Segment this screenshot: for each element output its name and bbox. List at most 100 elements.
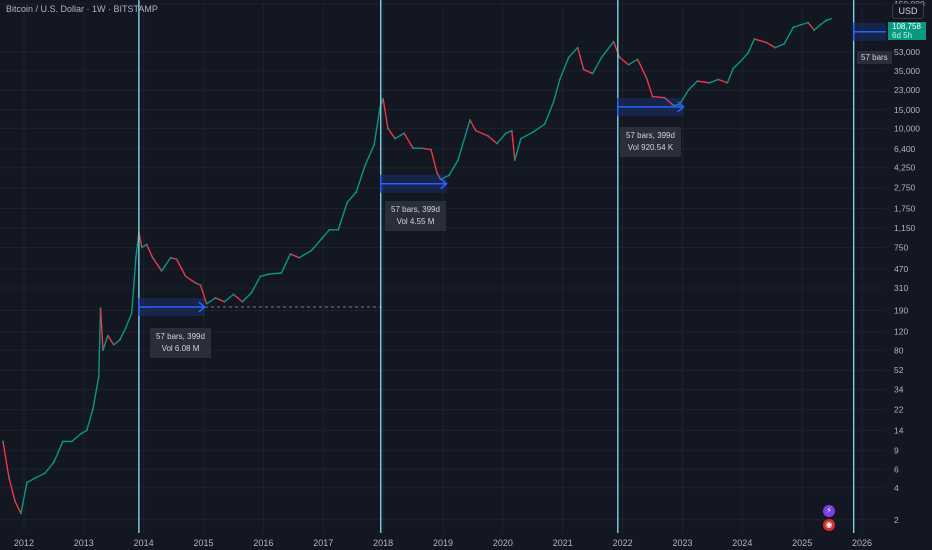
price-segment: [259, 273, 271, 278]
price-point: [687, 89, 690, 92]
price-segment: [80, 429, 88, 435]
measure-info-box: 57 bars, 399d Vol 4.55 M: [385, 201, 446, 231]
price-point: [140, 246, 143, 249]
measure-volume-text: Vol 4.55 M: [396, 217, 435, 226]
price-segment: [364, 144, 375, 166]
y-tick-label: 2,750: [894, 183, 916, 193]
price-point: [726, 81, 729, 84]
x-tick-label: 2022: [613, 538, 633, 548]
price-segment: [184, 275, 196, 284]
price-segment: [732, 60, 742, 70]
price-point: [627, 63, 630, 66]
price-segment: [298, 249, 312, 259]
price-point: [672, 104, 675, 107]
price-point: [469, 119, 471, 121]
price-segment: [511, 130, 516, 161]
y-axis: 150,00053,00035,00023,00015,00010,0006,4…: [894, 0, 925, 525]
measure-volume-text: Vol 920.54 K: [627, 143, 674, 152]
price-point: [193, 281, 196, 284]
price-point: [232, 293, 235, 296]
x-tick-label: 2014: [134, 538, 154, 548]
price-segment: [223, 293, 235, 303]
price-segment: [559, 56, 570, 81]
y-tick-label: 52: [894, 365, 904, 375]
price-point: [280, 272, 283, 274]
price-segment: [618, 56, 630, 66]
price-segment: [448, 159, 459, 177]
price-segment: [612, 41, 621, 59]
price-segment: [119, 327, 127, 341]
y-tick-label: 310: [894, 283, 908, 293]
price-point: [79, 432, 82, 435]
y-tick-label: 1,150: [894, 223, 916, 233]
price-point: [513, 159, 516, 162]
price-segment: [310, 238, 323, 252]
price-point: [394, 137, 397, 140]
x-tick-label: 2016: [253, 538, 273, 548]
price-segment: [774, 43, 785, 49]
price-point: [825, 19, 828, 22]
price-point: [99, 307, 102, 310]
y-tick-label: 80: [894, 345, 904, 355]
price-segment: [145, 243, 154, 259]
price-segment: [107, 334, 115, 346]
price-segment: [289, 253, 301, 259]
price-segment: [678, 89, 690, 106]
price-point: [130, 312, 133, 314]
price-segment: [544, 100, 555, 125]
price-point: [739, 60, 742, 63]
price-point: [582, 68, 585, 71]
price-segment: [280, 253, 292, 274]
price-point: [250, 291, 253, 294]
price-segment: [141, 243, 148, 249]
x-tick-label: 2017: [313, 538, 333, 548]
price-point: [289, 253, 292, 255]
price-point: [819, 24, 822, 26]
price-segment: [696, 80, 711, 84]
x-tick-label: 2026: [852, 538, 872, 548]
price-point: [259, 275, 262, 278]
x-tick-label: 2020: [493, 538, 513, 548]
price-point: [717, 78, 720, 81]
price-point: [85, 429, 88, 432]
price-segment: [819, 19, 827, 26]
price-point: [337, 228, 340, 231]
lightning-icon[interactable]: ⚡: [823, 505, 835, 517]
price-point: [2, 440, 4, 443]
price-segment: [576, 46, 585, 71]
price-segment: [687, 80, 699, 91]
price-point: [134, 256, 137, 259]
price-point: [567, 56, 570, 59]
price-segment: [268, 272, 283, 275]
price-segment: [553, 78, 561, 103]
price-segment: [568, 46, 579, 59]
price-point: [486, 134, 489, 137]
price-segment: [199, 284, 208, 305]
price-point: [184, 275, 187, 278]
x-tick-label: 2021: [553, 538, 573, 548]
price-segment: [113, 339, 121, 346]
price-point: [169, 256, 172, 259]
price-point: [320, 238, 323, 240]
flag-icon[interactable]: ◉: [823, 519, 835, 531]
price-point: [175, 258, 178, 261]
price-series: [2, 17, 832, 515]
price-segment: [421, 147, 432, 151]
price-point: [151, 256, 154, 259]
price-point: [475, 129, 477, 132]
bar-countdown: 6d 5h: [892, 31, 913, 40]
price-point: [328, 228, 331, 231]
price-point: [91, 408, 94, 411]
price-point: [747, 51, 750, 54]
y-tick-label: 9: [894, 446, 899, 456]
price-point: [26, 481, 28, 484]
price-segment: [320, 229, 330, 240]
price-point: [14, 500, 16, 503]
price-segment: [241, 292, 253, 303]
price-point: [310, 249, 313, 252]
x-tick-label: 2013: [74, 538, 94, 548]
price-point: [112, 343, 115, 346]
currency-button[interactable]: USD: [892, 3, 924, 19]
price-point: [531, 131, 534, 134]
